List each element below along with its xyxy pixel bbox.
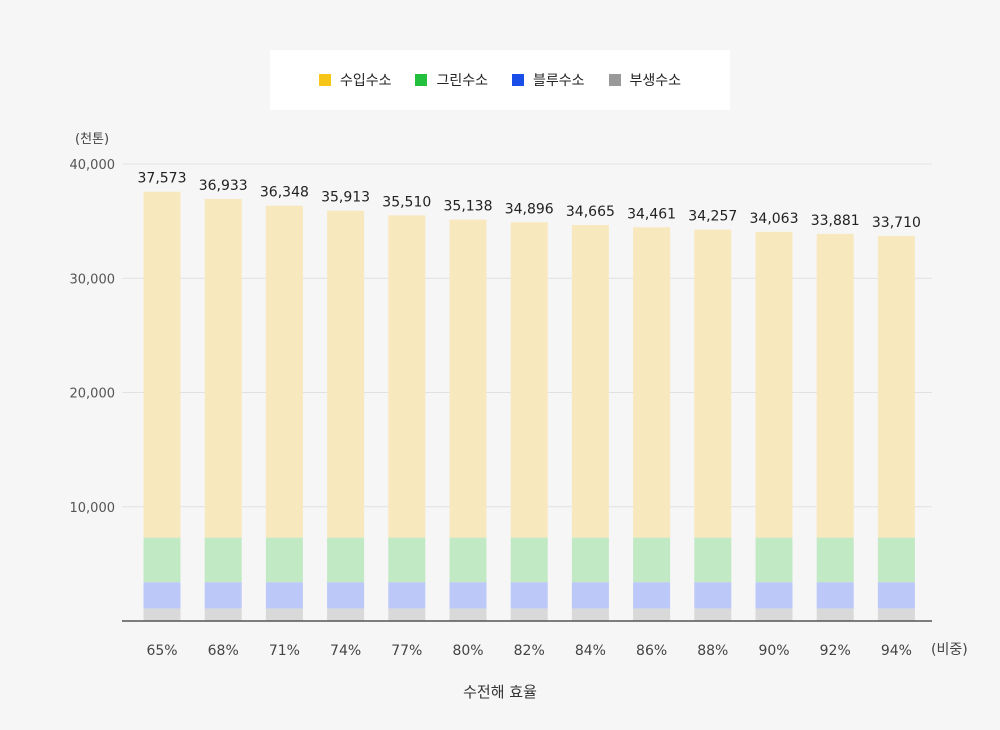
bar-segment bbox=[694, 229, 732, 538]
x-tick-label: 74% bbox=[330, 643, 361, 659]
bar-segment bbox=[816, 582, 854, 609]
bar-total-label: 34,665 bbox=[566, 204, 615, 220]
bar-segment bbox=[633, 608, 671, 621]
bar-segment bbox=[388, 608, 426, 621]
bar-segment bbox=[633, 227, 671, 538]
bar-segment bbox=[877, 537, 915, 583]
bar-segment bbox=[877, 608, 915, 621]
bar-segment bbox=[877, 582, 915, 609]
bar-segment bbox=[510, 537, 548, 583]
legend-label: 그린수소 bbox=[436, 73, 488, 89]
bar-total-label: 34,896 bbox=[505, 201, 554, 217]
legend-label: 부생수소 bbox=[629, 73, 682, 89]
bar-segment bbox=[327, 537, 365, 583]
legend-swatch bbox=[608, 74, 621, 86]
legend-item: 부생수소 bbox=[608, 70, 682, 90]
bar-segment bbox=[816, 233, 854, 538]
bar-segment bbox=[510, 608, 548, 621]
bar-segment bbox=[755, 537, 793, 583]
legend-swatch bbox=[415, 74, 428, 86]
chart-legend: 수입수소 그린수소 블루수소 부생수소 bbox=[270, 50, 730, 110]
bar-total-label: 36,348 bbox=[260, 185, 309, 201]
x-tick-label: 90% bbox=[758, 643, 789, 659]
bar-segment bbox=[571, 537, 609, 583]
bar-segment bbox=[327, 608, 365, 621]
bar-segment bbox=[755, 582, 793, 609]
bar-segment bbox=[204, 608, 242, 621]
bar-segment bbox=[265, 205, 303, 538]
legend-label: 블루수소 bbox=[533, 73, 585, 89]
bar-segment bbox=[816, 608, 854, 621]
x-tick-label: 68% bbox=[208, 643, 239, 659]
bar-segment bbox=[204, 537, 242, 583]
x-tick-label: 65% bbox=[146, 643, 177, 659]
bar-segment bbox=[204, 582, 242, 609]
y-tick-label: 20,000 bbox=[70, 387, 116, 402]
x-tick-label: 80% bbox=[452, 643, 483, 659]
bar-segment bbox=[571, 224, 609, 538]
y-tick-label: 40,000 bbox=[70, 158, 116, 173]
bar-total-label: 36,933 bbox=[199, 178, 248, 194]
x-tick-label: 86% bbox=[636, 643, 667, 659]
legend-swatch bbox=[318, 74, 331, 86]
bar-total-label: 35,913 bbox=[321, 190, 370, 206]
y-tick-label: 10,000 bbox=[70, 501, 116, 516]
x-axis-unit: (비중) bbox=[931, 642, 968, 658]
bar-segment bbox=[571, 582, 609, 609]
bar-segment bbox=[633, 537, 671, 583]
bar-segment bbox=[571, 608, 609, 621]
bar-segment bbox=[388, 215, 426, 538]
legend-swatch bbox=[512, 74, 524, 86]
bar-segment bbox=[143, 537, 181, 583]
bar-segment bbox=[265, 582, 303, 609]
bar-segment bbox=[633, 582, 671, 609]
x-tick-label: 77% bbox=[391, 643, 422, 659]
bar-segment bbox=[694, 537, 732, 583]
bar-segment bbox=[143, 608, 181, 621]
x-tick-label: 82% bbox=[514, 643, 545, 659]
bar-segment bbox=[265, 608, 303, 621]
bar-segment bbox=[694, 608, 732, 621]
bar-total-label: 35,510 bbox=[382, 194, 431, 210]
bar-segment bbox=[265, 537, 303, 583]
bar-segment bbox=[143, 582, 181, 609]
bar-segment bbox=[755, 231, 793, 538]
bar-segment bbox=[694, 582, 732, 609]
bar-segment bbox=[388, 582, 426, 609]
legend-label: 수입수소 bbox=[339, 73, 392, 89]
bar-total-label: 33,710 bbox=[872, 215, 921, 231]
bar-total-label: 34,461 bbox=[627, 206, 676, 222]
bar-segment bbox=[510, 582, 548, 609]
x-tick-label: 71% bbox=[269, 643, 300, 659]
bar-segment bbox=[143, 191, 181, 538]
bar-segment bbox=[755, 608, 793, 621]
y-tick-label: 30,000 bbox=[70, 272, 116, 287]
x-axis-title: 수전해 효율 bbox=[463, 683, 537, 701]
bar-segment bbox=[204, 199, 242, 538]
y-axis-unit: (천톤) bbox=[75, 132, 110, 147]
bar-total-label: 33,881 bbox=[811, 213, 860, 229]
bar-segment bbox=[388, 537, 426, 583]
legend-item: 그린수소 bbox=[415, 70, 488, 90]
bar-segment bbox=[510, 222, 548, 538]
bar-segment bbox=[327, 582, 365, 609]
bar-segment bbox=[449, 608, 487, 621]
x-tick-label: 92% bbox=[820, 643, 851, 659]
bar-segment bbox=[449, 537, 487, 583]
x-tick-label: 88% bbox=[697, 643, 728, 659]
bar-total-label: 37,573 bbox=[138, 171, 187, 187]
legend-item: 수입수소 bbox=[318, 70, 392, 90]
bar-segment bbox=[816, 537, 854, 583]
bar-total-label: 34,257 bbox=[688, 209, 737, 225]
bar-segment bbox=[877, 235, 915, 538]
legend-item: 블루수소 bbox=[512, 70, 585, 90]
bar-total-label: 34,063 bbox=[750, 211, 799, 227]
bar-segment bbox=[449, 582, 487, 609]
x-tick-label: 94% bbox=[881, 643, 912, 659]
bar-segment bbox=[327, 210, 365, 538]
x-tick-label: 84% bbox=[575, 643, 606, 659]
bar-segment bbox=[449, 219, 487, 538]
bar-total-label: 35,138 bbox=[444, 199, 493, 215]
